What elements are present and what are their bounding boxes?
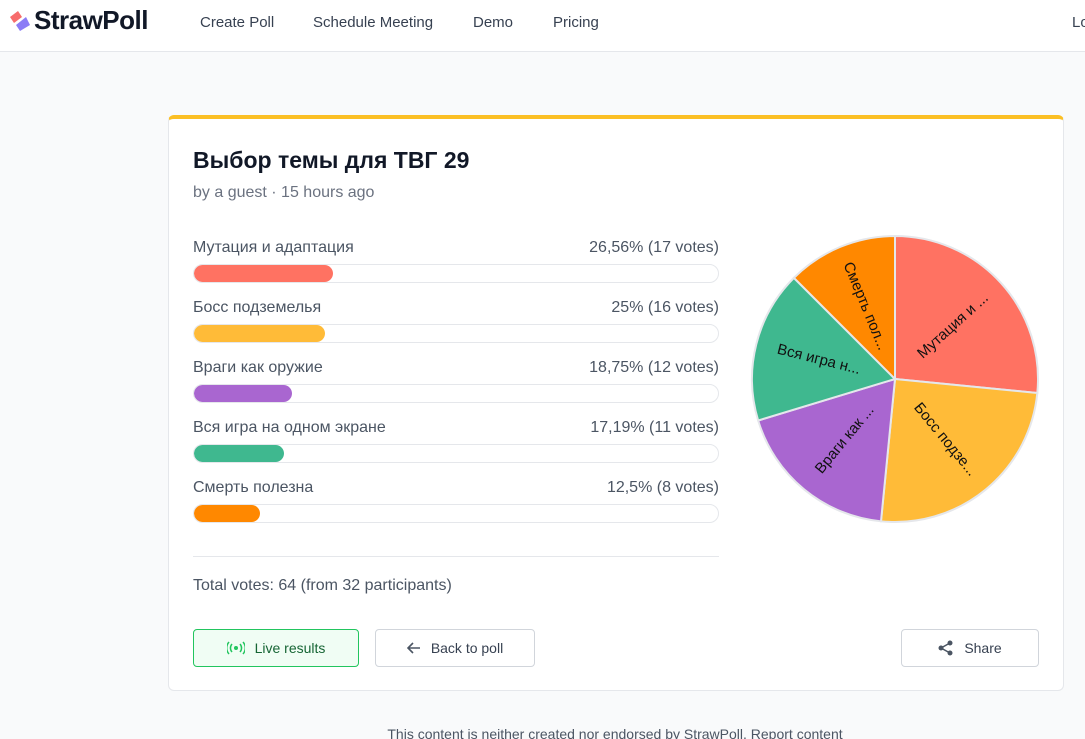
- button-label: Back to poll: [430, 640, 504, 656]
- bar-fill: [194, 445, 285, 462]
- pie-slice: [756, 377, 897, 523]
- button-label: Live results: [254, 640, 326, 656]
- nav-link[interactable]: Schedule Meeting: [313, 14, 434, 31]
- pie-chart: Мутация и ...Босс подзе...Враги как ...В…: [751, 234, 1039, 523]
- poll-title: Выбор темы для ТВГ 29: [193, 147, 470, 173]
- pie-slice: [751, 276, 897, 422]
- live-icon: [226, 641, 245, 655]
- bar-track: [193, 384, 719, 403]
- bar-track: [193, 324, 719, 343]
- share-button[interactable]: Share: [901, 629, 1039, 667]
- total-votes: Total votes: 64 (from 32 participants): [193, 577, 452, 594]
- option-result: 12,5% (8 votes): [606, 479, 719, 496]
- footer-note: This content is neither created nor endo…: [387, 726, 843, 739]
- option-label: Вся игра на одном экране: [193, 419, 386, 436]
- poll-card: Выбор темы для ТВГ 29 by a guest · 15 ho…: [168, 115, 1064, 691]
- arrow-icon: [406, 642, 420, 654]
- option-result: 26,56% (17 votes): [589, 239, 719, 256]
- poll-meta: by a guest · 15 hours ago: [193, 184, 375, 201]
- option-label: Смерть полезна: [193, 479, 314, 496]
- logo-icon: [10, 11, 30, 31]
- pie-slice: [792, 234, 896, 382]
- pie-slice: [894, 234, 1039, 395]
- live-results-button[interactable]: Live results: [193, 629, 359, 667]
- button-label: Share: [964, 640, 1002, 656]
- option-result: 17,19% (11 votes): [590, 419, 719, 436]
- back-button[interactable]: Back to poll: [375, 629, 535, 667]
- login-link[interactable]: Lo: [1072, 14, 1085, 31]
- option-result: 18,75% (12 votes): [589, 359, 719, 376]
- option-label: Враги как оружие: [193, 359, 323, 376]
- bar-fill: [194, 385, 293, 402]
- share-icon: [938, 640, 953, 656]
- pie-slice: [879, 377, 1039, 523]
- bar-fill: [194, 505, 260, 522]
- option-label: Мутация и адаптация: [193, 239, 354, 256]
- nav-link[interactable]: Create Poll: [200, 14, 275, 31]
- bar-track: [193, 444, 719, 463]
- bar-fill: [194, 265, 334, 282]
- option-result: 25% (16 votes): [611, 299, 719, 316]
- navbar: StrawPoll Create Poll Schedule Meeting D…: [0, 0, 1085, 52]
- bar-track: [193, 504, 719, 523]
- bar-track: [193, 264, 719, 283]
- nav-link[interactable]: Pricing: [553, 14, 599, 31]
- logo[interactable]: StrawPoll: [34, 5, 148, 35]
- bar-fill: [194, 325, 325, 342]
- option-label: Босс подземелья: [193, 299, 322, 316]
- nav-link[interactable]: Demo: [473, 14, 514, 31]
- divider: [193, 556, 719, 557]
